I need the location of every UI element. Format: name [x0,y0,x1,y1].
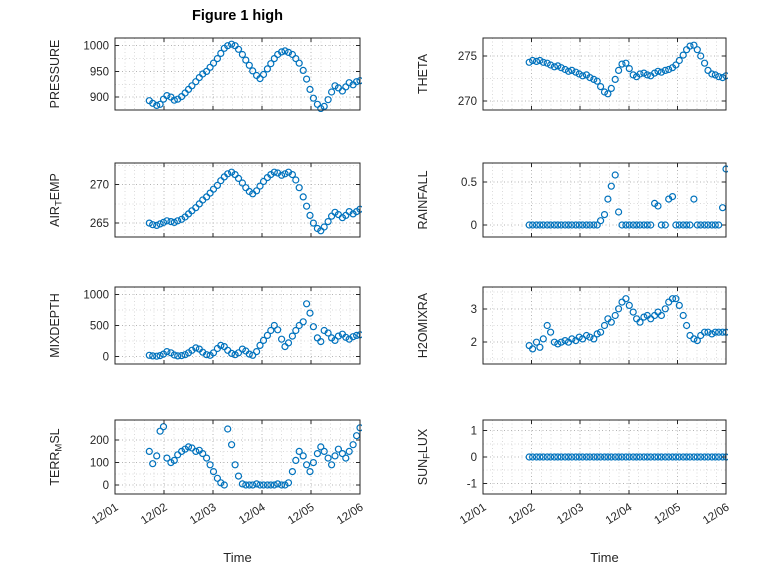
x-tick-label: 12/05 [286,501,317,527]
x-tick-label: 12/06 [701,501,732,527]
y-tick-label: 500 [90,321,109,333]
subplot-rainfall: 0 0.5 RAINFALL [416,162,728,238]
subplot-h2omixra: 2 3 H2OMIXRA [416,286,728,365]
subplot-mixdepth: 0 500 1000 MIXDEPTH [48,286,362,365]
tick-marks [482,420,727,494]
x-tick-label: 12/01 [458,501,489,527]
subplot-terr-msl: 0 100 200 TERRMSL 12/01 12/02 12/03 12/04 12/05 1… [48,419,366,527]
x-axis-label-right: Time [590,550,619,565]
y-axis-label: MIXDEPTH [48,293,62,358]
grid [114,163,361,237]
data-series [145,423,362,489]
x-axis-label-left: Time [223,550,252,565]
y-tick-label: 1000 [83,289,109,301]
y-tick-label: -1 [467,478,477,490]
data-series [145,40,362,112]
y-tick-label: 3 [471,304,477,316]
x-tick-label: 12/05 [652,501,683,527]
data-series [525,165,728,229]
y-tick-label: 0 [103,480,109,492]
x-tick-label: 12/04 [604,501,635,527]
y-axis-label: TERRMSL [48,428,65,485]
tick-marks [482,38,727,110]
y-axis-label: THETA [416,53,430,94]
tick-marks [114,38,361,110]
y-tick-label: 0 [471,452,477,464]
y-axis-label: H2OMIXRA [416,292,430,358]
x-tick-label: 12/06 [335,501,366,527]
figure-title: Figure 1 high [191,8,284,24]
subplot-air-temp: 265 270 AIRTEMP [48,162,362,238]
y-axis-label: AIRTEMP [48,173,65,227]
y-tick-label: 2 [471,337,477,349]
y-tick-label: 200 [90,435,109,447]
grid [114,287,361,364]
subplot-pressure: 900 950 1000 PRESSURE [48,37,362,112]
y-tick-label: 900 [90,92,109,104]
y-axis-label: SUNFLUX [416,428,433,485]
y-tick-label: 1000 [83,41,109,53]
x-tick-label: 12/02 [507,501,538,527]
x-tick-label: 12/01 [90,501,121,527]
y-tick-label: 275 [458,51,477,63]
x-tick-label: 12/03 [188,501,219,527]
y-tick-label: 265 [90,218,109,230]
y-tick-label: 100 [90,458,109,470]
y-tick-label: 0 [103,352,109,364]
y-tick-label: 0 [471,220,477,232]
x-tick-label: 12/02 [139,501,170,527]
y-tick-label: 0.5 [461,177,477,189]
y-tick-label: 1 [471,426,477,438]
tick-marks [114,287,361,364]
y-tick-label: 270 [90,180,109,192]
y-axis-label: RAINFALL [416,170,430,229]
y-tick-label: 950 [90,66,109,78]
subplot-sun-flux: -1 0 1 SUNFLUX 12/01 12/02 12/03 12/04 12/05 12/0… [416,419,732,527]
tick-marks [482,287,727,364]
x-tick-label: 12/03 [555,501,586,527]
tick-marks [114,163,361,237]
data-series [145,168,362,235]
y-axis-label: PRESSURE [48,40,62,109]
data-series [525,453,728,461]
x-tick-label: 12/04 [237,501,268,527]
subplot-theta: 270 275 THETA [416,37,728,111]
tick-marks [114,420,361,494]
y-tick-label: 270 [458,96,477,108]
tick-marks [482,163,727,237]
data-series [525,295,728,353]
data-series [525,41,728,98]
